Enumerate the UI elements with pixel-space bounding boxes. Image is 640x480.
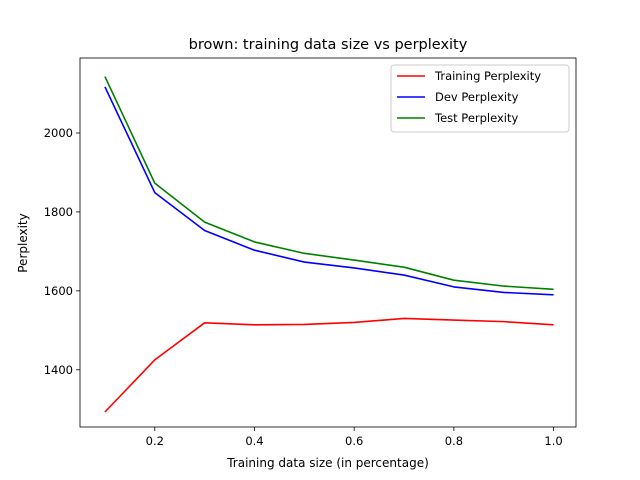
y-tick-label: 2000 — [44, 126, 73, 140]
axes-frame — [79, 57, 577, 428]
x-tick-label: 0.8 — [445, 434, 463, 448]
x-tick-label: 0.4 — [245, 434, 263, 448]
legend: Training Perplexity Dev Perplexity Test Pe… — [390, 64, 570, 133]
series-line-dev-perplexity — [104, 86, 554, 296]
legend-label: Test Perplexity — [434, 111, 519, 125]
x-tick-label: 0.2 — [146, 434, 164, 448]
x-axis-ticks: 0.2 0.4 0.6 0.8 1.0 — [146, 427, 563, 448]
y-axis-ticks: 1400 1600 1800 2000 — [44, 126, 80, 377]
series-lines — [104, 76, 554, 413]
x-tick-label: 0.6 — [345, 434, 363, 448]
x-axis-label: Training data size (in percentage) — [226, 456, 429, 470]
series-line-training-perplexity — [104, 317, 554, 413]
plot-area — [79, 57, 577, 428]
chart-title: brown: training data size vs perplexity — [189, 37, 468, 53]
legend-label: Dev Perplexity — [435, 90, 519, 104]
y-tick-label: 1600 — [44, 284, 73, 298]
y-axis-label: Perplexity — [16, 213, 30, 273]
series-line-test-perplexity — [104, 76, 554, 291]
legend-label: Training Perplexity — [434, 69, 541, 83]
y-tick-label: 1800 — [44, 205, 73, 219]
x-tick-label: 1.0 — [544, 434, 562, 448]
legend-box — [390, 64, 570, 133]
y-tick-label: 1400 — [44, 363, 73, 377]
